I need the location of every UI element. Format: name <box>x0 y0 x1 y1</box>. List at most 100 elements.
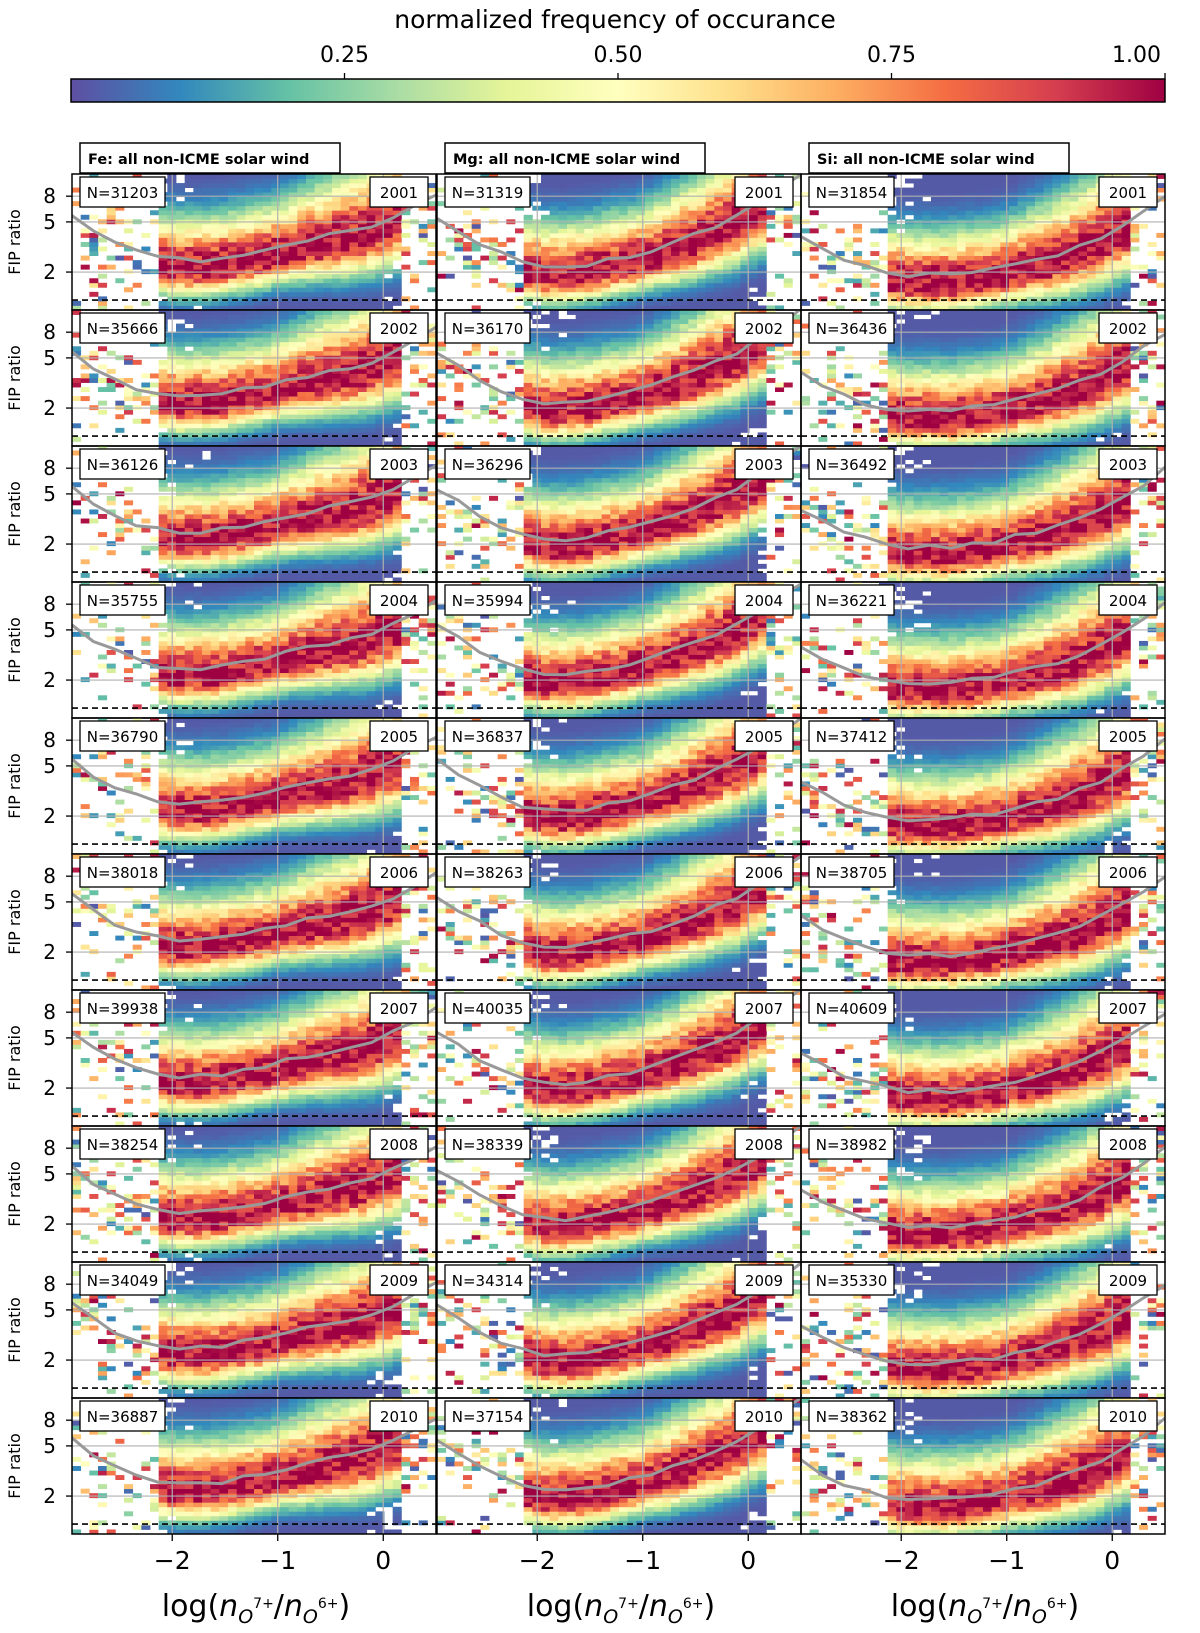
heatmap-cell <box>358 409 368 415</box>
y-tick-label: 8 <box>43 320 56 344</box>
heatmap-cell <box>541 332 551 338</box>
heatmap-cell <box>558 291 568 297</box>
heatmap-cell <box>688 382 698 388</box>
heatmap-cell <box>931 382 941 388</box>
heatmap-cell <box>567 337 577 343</box>
heatmap-cell <box>184 436 194 442</box>
heatmap-cell <box>236 237 246 243</box>
heatmap-cell <box>870 291 880 297</box>
heatmap-cell <box>731 300 741 306</box>
heatmap-cell <box>705 341 715 347</box>
heatmap-cell <box>697 251 707 256</box>
heatmap-cell <box>463 246 473 252</box>
heatmap-cell <box>740 418 750 424</box>
panel-title: Mg: all non-ICME solar wind <box>444 142 706 174</box>
heatmap-cell <box>688 174 698 179</box>
count-text: N=36170 <box>452 320 524 338</box>
heatmap-cell <box>384 300 394 306</box>
heatmap-cell <box>471 364 481 370</box>
heatmap-cell <box>349 242 359 247</box>
heatmap-cell <box>184 400 194 406</box>
heatmap-cell <box>332 341 342 347</box>
heatmap-cell <box>184 387 194 392</box>
heatmap-cell <box>271 382 281 388</box>
heatmap-cell <box>236 210 246 216</box>
heatmap-cell <box>948 201 958 207</box>
heatmap-cell <box>210 378 220 383</box>
heatmap-cell <box>991 260 1001 266</box>
heatmap-cell <box>219 441 229 446</box>
heatmap-cell <box>184 382 194 388</box>
heatmap-cell <box>662 300 672 306</box>
heatmap-cell <box>314 242 324 247</box>
heatmap-cell <box>818 242 828 247</box>
heatmap-cell <box>80 228 90 234</box>
heatmap-cell <box>549 178 559 184</box>
heatmap-cell <box>271 196 281 202</box>
heatmap-cell <box>158 223 168 229</box>
heatmap-cell <box>757 400 767 406</box>
heatmap-cell <box>757 242 767 247</box>
heatmap-cell <box>375 251 385 256</box>
heatmap-cell <box>236 368 246 374</box>
heatmap-cell <box>262 364 272 370</box>
heatmap-cell <box>662 237 672 243</box>
heatmap-cell <box>1043 232 1053 238</box>
heatmap-cell <box>89 246 99 252</box>
heatmap-cell <box>210 418 220 424</box>
heatmap-cell <box>636 260 646 266</box>
heatmap-cell <box>593 242 603 247</box>
heatmap-cell <box>757 391 767 397</box>
heatmap-cell <box>905 378 915 383</box>
heatmap-cell <box>358 346 368 352</box>
heatmap-cell <box>1026 273 1036 279</box>
heatmap-cell <box>905 192 915 198</box>
heatmap-cell <box>306 246 316 252</box>
heatmap-cell <box>974 187 984 193</box>
heatmap-cell <box>671 223 681 229</box>
heatmap-cell <box>288 201 298 207</box>
heatmap-cell <box>549 278 559 284</box>
heatmap-cell <box>280 251 290 256</box>
heatmap-cell <box>636 228 646 234</box>
heatmap-cell <box>98 264 108 270</box>
heatmap-cell <box>176 187 186 193</box>
heatmap-cell <box>931 341 941 347</box>
heatmap-cell <box>454 418 464 424</box>
heatmap-cell <box>645 319 655 324</box>
heatmap-cell <box>228 427 238 433</box>
heatmap-cell <box>679 319 689 324</box>
heatmap-cell <box>124 359 134 365</box>
heatmap-cell <box>922 300 932 306</box>
heatmap-cell <box>905 332 915 338</box>
heatmap-cell <box>653 378 663 383</box>
heatmap-cell <box>323 192 333 198</box>
heatmap-cell <box>288 368 298 374</box>
heatmap-cell <box>288 237 298 243</box>
heatmap-cell <box>922 337 932 343</box>
heatmap-cell <box>740 414 750 420</box>
heatmap-cell <box>1061 300 1071 306</box>
heatmap-cell <box>1104 296 1114 302</box>
heatmap-cell <box>471 305 481 310</box>
heatmap-cell <box>627 328 637 334</box>
heatmap-cell <box>262 273 272 279</box>
heatmap-cell <box>210 260 220 266</box>
heatmap-cell <box>636 409 646 415</box>
heatmap-cell <box>619 418 629 424</box>
heatmap-cell <box>965 178 975 184</box>
heatmap-cell <box>271 332 281 338</box>
heatmap-cell <box>418 228 428 234</box>
heatmap-cell <box>567 409 577 415</box>
heatmap-cell <box>1069 201 1079 207</box>
heatmap-cell <box>297 432 307 438</box>
heatmap-cell <box>463 373 473 379</box>
heatmap-cell <box>176 323 186 329</box>
heatmap-cell <box>80 255 90 261</box>
heatmap-cell <box>245 242 255 247</box>
heatmap-cell <box>288 291 298 297</box>
heatmap-cell <box>567 414 577 420</box>
heatmap-cell <box>1156 174 1165 179</box>
heatmap-cell <box>427 183 436 188</box>
heatmap-cell <box>210 387 220 392</box>
